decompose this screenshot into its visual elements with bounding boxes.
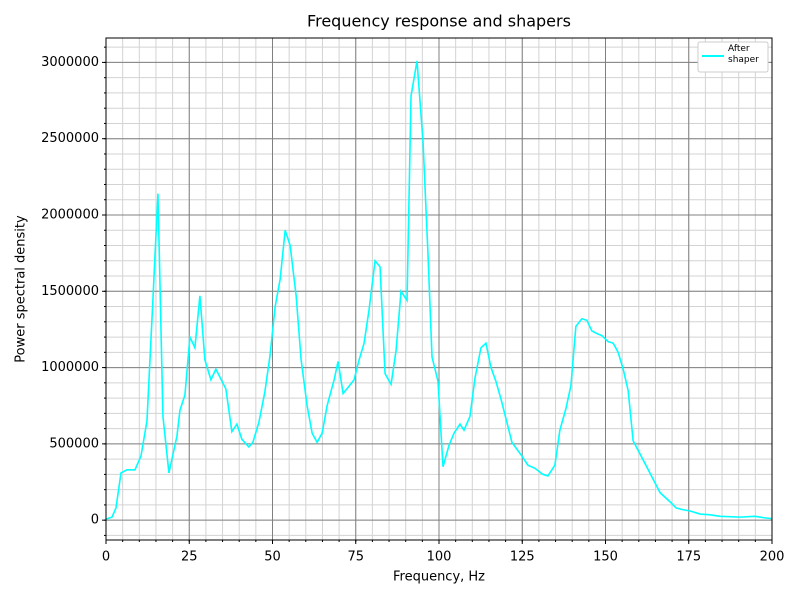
x-tick-label: 0 [102,550,110,565]
data-line [105,60,773,520]
x-tick-label: 200 [760,550,785,565]
x-tick-label: 25 [181,550,198,565]
x-tick-label: 175 [676,550,701,565]
x-tick-label: 150 [593,550,618,565]
y-tick-label: 1000000 [41,360,99,375]
y-tick-label: 3000000 [41,55,99,70]
y-tick-label: 2000000 [41,207,99,222]
legend-box [697,41,769,73]
plot [105,60,773,520]
chart-title: Frequency response and shapers [307,12,571,31]
y-tick-label: 500000 [49,436,99,451]
x-tick-label: 50 [264,550,281,565]
y-tick-label: 1500000 [41,284,99,299]
x-axis-label: Frequency, Hz [393,570,485,585]
legend: After shaper [697,41,769,73]
legend-label: After shaper [728,44,759,65]
ticks: 0 25 50 75 100 125 150 175 200 0 500000 1000000 1500… [41,46,785,565]
y-tick-label: 0 [91,513,99,528]
grid [105,38,773,540]
x-tick-label: 75 [347,550,364,565]
legend-label-box: After shaper [728,44,759,65]
y-tick-label: 2500000 [41,131,99,146]
y-axis-label: Power spectral density [14,215,29,363]
x-tick-label: 125 [510,550,535,565]
x-tick-label: 100 [427,550,452,565]
